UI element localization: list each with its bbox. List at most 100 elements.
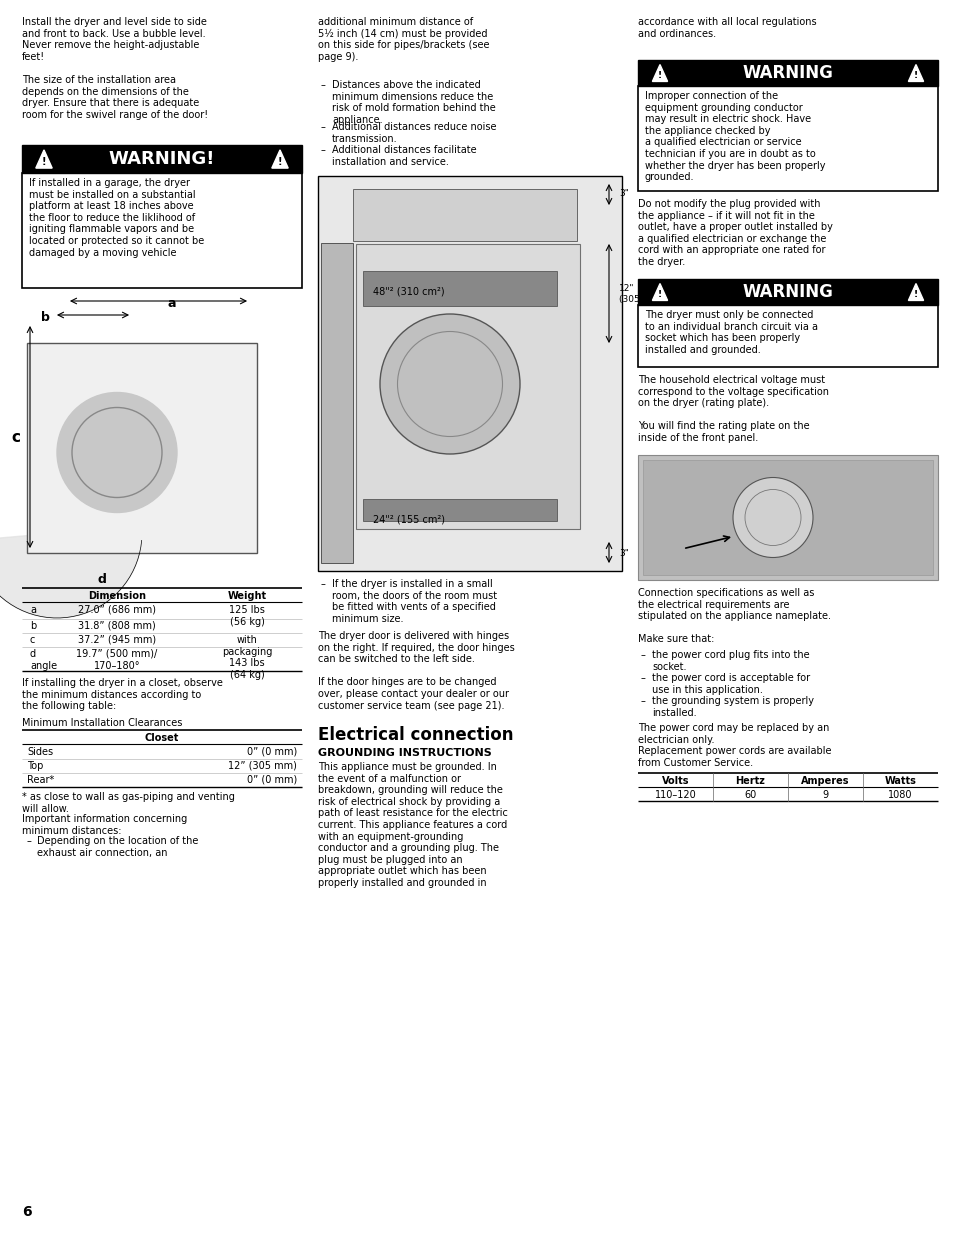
Text: Top: Top (27, 761, 43, 771)
Text: Distances above the indicated
minimum dimensions reduce the
risk of mold formati: Distances above the indicated minimum di… (332, 80, 496, 125)
Bar (320, 243, 353, 563)
Text: Sides: Sides (27, 747, 53, 757)
Text: Watts: Watts (883, 776, 916, 785)
Text: If the dryer is installed in a small
room, the doors of the room must
be fitted : If the dryer is installed in a small roo… (332, 579, 497, 624)
Bar (27, 343, 256, 553)
Text: 1080: 1080 (887, 790, 912, 800)
Text: !: ! (658, 290, 661, 299)
Text: Minimum Installation Clearances: Minimum Installation Clearances (22, 718, 182, 727)
Text: 60: 60 (743, 790, 756, 800)
Text: b: b (30, 621, 36, 631)
Text: Closet: Closet (145, 734, 179, 743)
Text: Important information concerning
minimum distances:: Important information concerning minimum… (22, 814, 187, 836)
Text: 125 lbs
(56 kg): 125 lbs (56 kg) (229, 605, 265, 626)
Text: Depending on the location of the
exhaust air connection, an: Depending on the location of the exhaust… (37, 836, 198, 857)
Bar (363, 270, 557, 306)
Text: Improper connection of the
equipment grounding conductor
may result in electric : Improper connection of the equipment gro… (644, 91, 824, 183)
Bar (638, 279, 937, 305)
Text: accordance with all local regulations
and ordinances.: accordance with all local regulations an… (638, 17, 816, 38)
Text: b: b (41, 311, 50, 324)
Text: !: ! (277, 157, 282, 167)
Text: 27.0” (686 mm): 27.0” (686 mm) (78, 605, 156, 615)
Polygon shape (652, 64, 667, 82)
Text: 3": 3" (618, 189, 628, 199)
Text: If installed in a garage, the dryer
must be installed on a substantial
platform : If installed in a garage, the dryer must… (29, 178, 204, 258)
Text: Connection specifications as well as
the electrical requirements are
stipulated : Connection specifications as well as the… (638, 588, 830, 645)
Circle shape (57, 393, 177, 513)
Bar (363, 499, 557, 521)
Text: The power cord may be replaced by an
electrician only.
Replacement power cords a: The power cord may be replaced by an ele… (638, 722, 831, 768)
Text: 0” (0 mm): 0” (0 mm) (247, 747, 296, 757)
Polygon shape (907, 284, 923, 300)
Text: 12"
(305 mm): 12" (305 mm) (618, 284, 663, 304)
Text: Rear*: Rear* (27, 776, 54, 785)
Text: 19.7” (500 mm)/
170–180°: 19.7” (500 mm)/ 170–180° (76, 650, 157, 671)
Text: 37.2” (945 mm): 37.2” (945 mm) (78, 635, 156, 645)
Text: 12” (305 mm): 12” (305 mm) (228, 761, 296, 771)
Text: a: a (168, 296, 176, 310)
Text: 31.8” (808 mm): 31.8” (808 mm) (78, 621, 155, 631)
Text: WARNING!: WARNING! (109, 149, 215, 168)
Text: * as close to wall as gas-piping and venting
will allow.: * as close to wall as gas-piping and ven… (22, 792, 234, 814)
Text: the power cord plug fits into the
socket.: the power cord plug fits into the socket… (651, 650, 809, 672)
Polygon shape (0, 534, 142, 618)
Text: c: c (11, 430, 20, 445)
Text: –: – (320, 579, 326, 589)
Text: –: – (640, 673, 645, 683)
Bar (22, 144, 302, 173)
Bar (638, 454, 937, 580)
Text: a: a (30, 605, 36, 615)
Polygon shape (907, 64, 923, 82)
Text: Electrical connection: Electrical connection (317, 726, 513, 743)
Polygon shape (272, 149, 288, 168)
Text: Dimension: Dimension (88, 592, 146, 601)
Text: d: d (97, 573, 107, 585)
Polygon shape (652, 284, 667, 300)
Text: 9: 9 (821, 790, 828, 800)
Text: !: ! (658, 72, 661, 80)
Bar (317, 177, 621, 571)
Text: with
packaging
143 lbs
(64 kg): with packaging 143 lbs (64 kg) (222, 635, 272, 679)
Text: Additional distances reduce noise
transmission.: Additional distances reduce noise transm… (332, 122, 496, 143)
Text: –: – (320, 122, 326, 132)
Text: Install the dryer and level side to side
and front to back. Use a bubble level.
: Install the dryer and level side to side… (22, 17, 208, 120)
Text: 48"² (310 cm²): 48"² (310 cm²) (373, 287, 444, 296)
Text: WARNING: WARNING (741, 64, 833, 82)
Circle shape (732, 478, 812, 557)
Text: 24"² (155 cm²): 24"² (155 cm²) (373, 514, 444, 524)
Text: d
angle: d angle (30, 650, 57, 671)
Text: c: c (30, 635, 35, 645)
Text: –: – (640, 650, 645, 659)
Text: The household electrical voltage must
correspond to the voltage specification
on: The household electrical voltage must co… (638, 375, 828, 443)
Bar (638, 61, 937, 86)
Text: Additional distances facilitate
installation and service.: Additional distances facilitate installa… (332, 144, 476, 167)
Polygon shape (36, 149, 52, 168)
Bar (638, 86, 937, 191)
Text: –: – (27, 836, 31, 846)
Text: 3": 3" (618, 548, 628, 557)
Text: This appliance must be grounded. In
the event of a malfunction or
breakdown, gro: This appliance must be grounded. In the … (317, 762, 507, 888)
Bar (355, 245, 579, 529)
Text: –: – (320, 80, 326, 90)
Text: Volts: Volts (661, 776, 688, 785)
Text: 6: 6 (22, 1205, 31, 1219)
Bar (638, 305, 937, 367)
Text: Do not modify the plug provided with
the appliance – if it will not fit in the
o: Do not modify the plug provided with the… (638, 199, 832, 267)
Bar (22, 173, 302, 288)
Text: 110–120: 110–120 (654, 790, 696, 800)
Bar (353, 189, 577, 241)
Text: additional minimum distance of
5½ inch (14 cm) must be provided
on this side for: additional minimum distance of 5½ inch (… (317, 17, 489, 62)
Text: !: ! (913, 72, 917, 80)
Text: –: – (320, 144, 326, 156)
Text: !: ! (42, 157, 46, 167)
Text: GROUNDING INSTRUCTIONS: GROUNDING INSTRUCTIONS (317, 748, 491, 758)
Text: the grounding system is properly
installed.: the grounding system is properly install… (651, 697, 813, 718)
Text: Amperes: Amperes (801, 776, 849, 785)
Bar (642, 459, 932, 576)
Text: If installing the dryer in a closet, observe
the minimum distances according to
: If installing the dryer in a closet, obs… (22, 678, 223, 711)
Text: The dryer must only be connected
to an individual branch circuit via a
socket wh: The dryer must only be connected to an i… (644, 310, 817, 354)
Circle shape (379, 314, 519, 454)
Text: 0” (0 mm): 0” (0 mm) (247, 776, 296, 785)
Text: the power cord is acceptable for
use in this application.: the power cord is acceptable for use in … (651, 673, 809, 694)
Text: Weight: Weight (227, 592, 266, 601)
